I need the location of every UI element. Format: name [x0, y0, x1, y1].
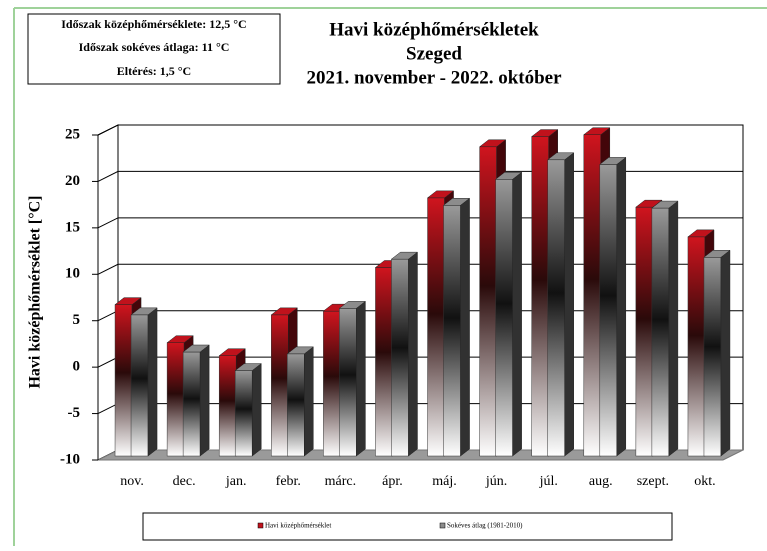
y-tick-label: 5 — [73, 312, 81, 328]
legend-swatch — [439, 522, 446, 529]
bar-top — [286, 346, 315, 355]
bar-side — [356, 300, 366, 457]
bar-top — [270, 307, 299, 316]
chart-title: Havi középhőmérsékletek — [329, 19, 539, 40]
bar-side — [251, 363, 262, 457]
legend-swatch — [257, 522, 264, 529]
bar-top — [182, 344, 210, 353]
bar-top — [114, 297, 142, 305]
y-tick-label: -5 — [68, 405, 81, 421]
chart-period: 2021. november - 2022. október — [306, 67, 562, 88]
bar — [427, 197, 445, 457]
annotation: Eltérés: 1,5 °C — [117, 64, 191, 78]
bar-top — [599, 157, 627, 165]
bar-side — [720, 249, 731, 457]
y-tick-label: 15 — [65, 219, 80, 235]
x-tick-label: márc. — [325, 474, 356, 489]
bar — [531, 136, 549, 457]
bar — [339, 308, 357, 457]
annotation: Időszak középhőmérséklete: 12,5 °C — [61, 17, 246, 31]
y-axis-label: Havi középhőmérséklet [°C] — [27, 195, 44, 388]
bar — [182, 351, 201, 457]
bar — [703, 257, 722, 457]
bar-side — [408, 251, 418, 457]
bar-top — [234, 363, 262, 371]
bar-top — [530, 129, 559, 137]
bar-top — [130, 307, 158, 316]
bar — [479, 146, 497, 457]
bar-side — [147, 307, 158, 457]
x-tick-label: jan. — [225, 474, 247, 489]
bar-top — [218, 348, 246, 356]
bar-top — [546, 152, 575, 161]
y-tick-label: 25 — [65, 126, 80, 142]
y-tick-label: -10 — [60, 451, 80, 467]
bar-top — [635, 199, 663, 208]
x-tick-label: jún. — [485, 474, 507, 489]
bar — [651, 207, 670, 457]
bar — [271, 314, 289, 457]
bar-side — [564, 152, 574, 457]
bar — [599, 164, 618, 457]
annotation: Időszak sokéves átlaga: 11 °C — [79, 40, 230, 54]
x-tick-label: szept. — [637, 474, 669, 489]
y-tick-label: 20 — [65, 173, 80, 189]
bar-side — [304, 346, 314, 457]
legend — [142, 512, 673, 541]
legend-label: Sokéves átlag (1981-2010) — [447, 522, 523, 530]
bar-top — [390, 251, 419, 260]
bar — [287, 353, 305, 457]
bar — [635, 206, 654, 457]
bar — [130, 314, 149, 457]
y-tick-label: 0 — [73, 359, 81, 375]
x-tick-label: nov. — [120, 474, 144, 489]
bar — [114, 304, 133, 457]
bar-top — [703, 250, 731, 258]
x-tick-label: dec. — [173, 474, 196, 489]
bar-top — [338, 301, 367, 309]
x-tick-label: júl. — [539, 474, 558, 489]
bar-top — [583, 127, 611, 135]
floor — [97, 449, 744, 461]
bar — [375, 267, 393, 457]
bar — [547, 159, 565, 457]
bar — [234, 370, 253, 457]
bar-top — [442, 198, 471, 206]
bar — [687, 236, 706, 457]
grid-line — [97, 124, 743, 136]
bar — [166, 342, 185, 457]
x-tick-label: ápr. — [382, 474, 403, 489]
bar-side — [512, 171, 522, 457]
bar — [495, 179, 513, 457]
bar — [218, 355, 237, 457]
x-tick-label: okt. — [694, 474, 715, 489]
bar — [443, 205, 461, 457]
x-tick-label: aug. — [589, 474, 613, 489]
bar-top — [687, 229, 715, 238]
bar-side — [668, 200, 679, 457]
bar-side — [616, 156, 627, 457]
y-tick-label: 10 — [65, 266, 80, 282]
bar-top — [494, 172, 523, 180]
x-tick-label: febr. — [276, 474, 301, 489]
bar — [391, 258, 409, 457]
bar-side — [460, 197, 470, 457]
info-box — [27, 13, 281, 85]
bar-side — [199, 344, 210, 457]
bar-top — [426, 190, 455, 199]
bar-top — [651, 200, 679, 209]
chart-subtitle: Szeged — [406, 43, 462, 64]
bar-top — [166, 335, 194, 343]
bar — [583, 134, 602, 457]
x-tick-label: máj. — [432, 474, 457, 489]
bar — [323, 310, 341, 457]
bar-top — [478, 139, 507, 148]
legend-label: Havi középhőmérséklet — [265, 522, 331, 530]
